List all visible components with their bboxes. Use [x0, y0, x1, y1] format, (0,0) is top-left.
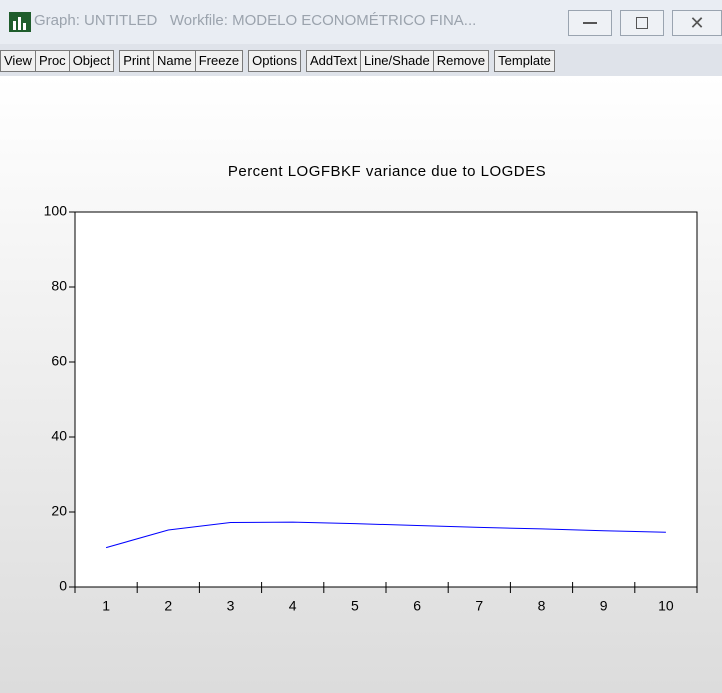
window-title: Graph: UNTITLED Workfile: MODELO ECONOMÉ…: [34, 12, 477, 29]
x-tick-label: 3: [227, 598, 235, 614]
toolbar: View Proc Object Print Name Freeze Options AddT…: [0, 50, 555, 72]
toolbar-button[interactable]: Name: [153, 50, 196, 72]
x-tick-label: 8: [538, 598, 546, 614]
y-tick-label: 60: [51, 353, 67, 369]
toolbar-button[interactable]: AddText: [305, 50, 361, 72]
x-tick-label: 7: [475, 598, 483, 614]
close-button[interactable]: ✕: [672, 10, 722, 36]
maximize-button[interactable]: [620, 10, 664, 36]
toolbar-button[interactable]: View: [0, 50, 36, 72]
toolbar-button[interactable]: Object: [68, 50, 115, 72]
x-tick-label: 6: [413, 598, 421, 614]
app-icon: [9, 12, 31, 32]
data-line: [105, 521, 666, 549]
y-tick-label: 80: [51, 278, 67, 294]
x-tick-label: 2: [164, 598, 172, 614]
chart-title: Percent LOGFBKF variance due to LOGDES: [228, 163, 546, 180]
toolbar-button[interactable]: Line/Shade: [359, 50, 434, 72]
minimize-button[interactable]: [568, 10, 612, 36]
y-tick-label: 0: [59, 578, 67, 594]
toolbar-button[interactable]: Template: [494, 50, 555, 72]
y-tick-label: 40: [51, 428, 67, 444]
x-tick-label: 5: [351, 598, 359, 614]
y-tick-label: 100: [44, 203, 68, 219]
y-tick-label: 20: [51, 503, 67, 519]
button-group: View Proc Object: [0, 50, 115, 72]
toolbar-button[interactable]: Freeze: [194, 50, 244, 72]
button-group: Print Name Freeze: [119, 50, 244, 72]
toolbar-button[interactable]: Proc: [34, 50, 70, 72]
toolbar-button[interactable]: Options: [248, 50, 301, 72]
x-tick-label: 1: [102, 598, 110, 614]
x-tick-label: 9: [600, 598, 608, 614]
chart: Percent LOGFBKF variance due to LOGDES 0…: [0, 76, 722, 693]
toolbar-button[interactable]: Print: [119, 50, 154, 72]
x-tick-label: 4: [289, 598, 297, 614]
x-tick-label: 10: [658, 598, 674, 614]
toolbar-button[interactable]: Remove: [432, 50, 490, 72]
button-group: Template: [494, 50, 555, 72]
title-bar: Graph: UNTITLED Workfile: MODELO ECONOMÉ…: [0, 0, 722, 44]
button-group: AddText Line/Shade Remove: [305, 50, 490, 72]
button-group: Options: [248, 50, 301, 72]
